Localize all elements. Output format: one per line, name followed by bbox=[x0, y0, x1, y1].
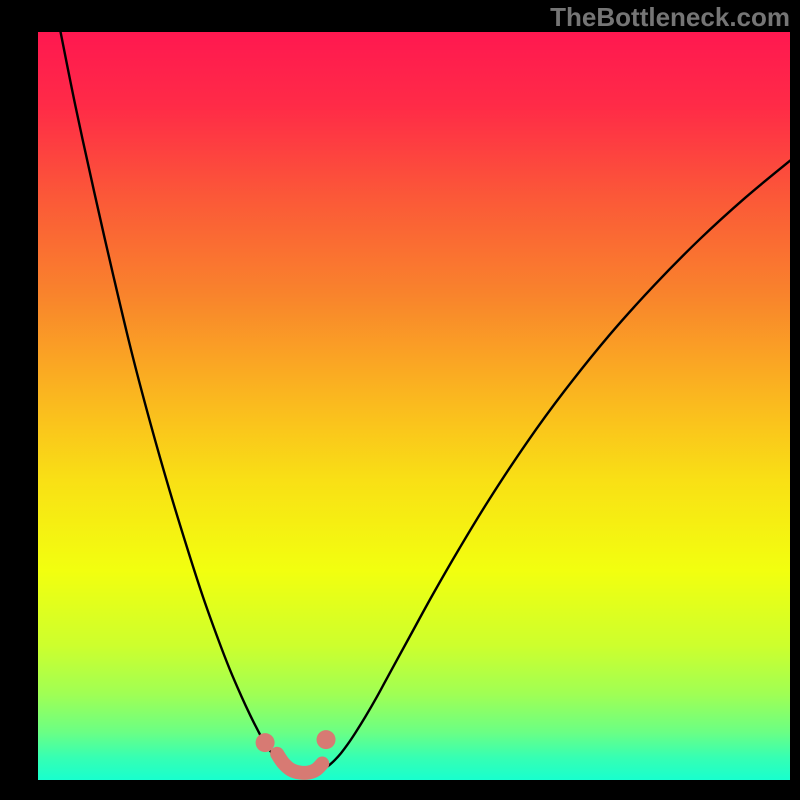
watermark-text: TheBottleneck.com bbox=[550, 2, 790, 33]
marker-dot-1 bbox=[317, 730, 336, 749]
chart-svg bbox=[38, 32, 790, 780]
gradient-background bbox=[38, 32, 790, 780]
plot-area bbox=[38, 32, 790, 780]
marker-dot-0 bbox=[256, 733, 275, 752]
